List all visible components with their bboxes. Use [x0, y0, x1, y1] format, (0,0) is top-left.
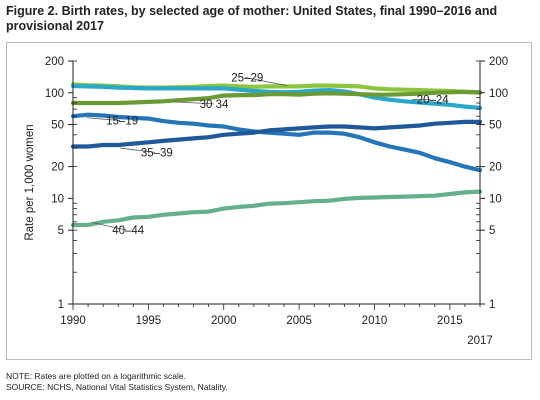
figure-title: Figure 2. Birth rates, by selected age o…: [6, 4, 498, 33]
chart-frame: [6, 42, 532, 360]
y-tick-label-right: 50: [489, 120, 502, 132]
x-tick-label: 1995: [136, 315, 162, 327]
x-tick-label: 2010: [362, 315, 388, 327]
note-source: SOURCE: NCHS, National Vital Statistics …: [6, 382, 228, 392]
x-tick-label: 2015: [437, 315, 463, 327]
series-label: 30 34: [200, 99, 229, 111]
y-tick-label-left: 1: [58, 299, 64, 311]
series-line-40-44: [70, 189, 483, 228]
y-tick-label-left: 200: [45, 56, 64, 68]
birth-rate-line-chart: 25–29 20–24 30 34 15–19 35–39 40–44 1 1 5 5 10 10 2…: [24, 56, 508, 347]
y-tick-label-left: 5: [58, 225, 64, 237]
y-axis-title: Rate per 1,000 women: [24, 124, 36, 240]
y-tick-label-right: 100: [489, 88, 508, 100]
series-label: 15–19: [106, 116, 138, 128]
note-log-scale: NOTE: Rates are plotted on a logarithmic…: [6, 371, 186, 381]
y-tick-label-left: 20: [51, 162, 64, 174]
y-tick-label-right: 200: [489, 56, 508, 68]
y-tick-label-left: 10: [51, 193, 64, 205]
series-label-pointer: [173, 101, 214, 105]
series-label-pointer: [92, 222, 127, 231]
series-label-pointer: [245, 77, 288, 86]
series-label-pointer: [119, 147, 155, 153]
x-tick-label: 1990: [60, 315, 86, 327]
series-line-35-39: [70, 119, 483, 149]
series-label: 35–39: [141, 147, 173, 159]
series-label-pointer: [86, 117, 121, 121]
x-tick-label: 2000: [211, 315, 237, 327]
series-line-30-34: [70, 89, 483, 106]
series-label: 20–24: [417, 95, 450, 107]
y-tick-label-right: 10: [489, 193, 502, 205]
series-line-15-19: [70, 112, 483, 173]
y-tick-label-right: 20: [489, 162, 502, 174]
figure-notes: NOTE: Rates are plotted on a logarithmic…: [6, 371, 526, 393]
y-tick-label-left: 100: [45, 88, 64, 100]
y-tick-label-right: 5: [489, 225, 495, 237]
series-label: 25–29: [231, 72, 263, 84]
y-tick-label-left: 50: [51, 120, 64, 132]
series-label: 40–44: [112, 225, 145, 237]
x-tick-label: 2005: [286, 315, 312, 327]
y-tick-label-right: 1: [489, 299, 495, 311]
x-tick-label-2017: 2017: [467, 335, 493, 347]
